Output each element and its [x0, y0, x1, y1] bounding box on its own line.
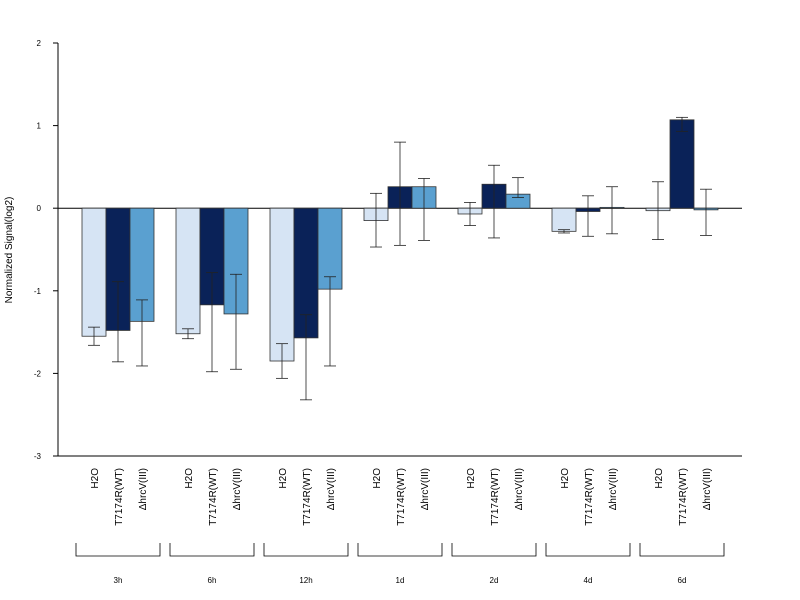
group-bracket	[75, 543, 161, 557]
group-brackets: 3h 6h 12h 1d 2d 4d 6d	[75, 543, 725, 585]
category-label: H2O	[184, 468, 195, 489]
group-bracket	[451, 543, 537, 557]
y-tick-label: 1	[37, 122, 42, 131]
category-labels: H2O T7174R(WT) ΔhrcV(III) H2O T7174R(WT) Δhrc…	[90, 468, 713, 526]
category-label: H2O	[90, 468, 101, 489]
group-label: 6d	[678, 576, 687, 585]
y-tick-label: 2	[37, 39, 42, 48]
bar	[669, 119, 695, 209]
category-label: T7174R(WT)	[396, 468, 407, 526]
category-label: H2O	[654, 468, 665, 489]
y-tick-label: -3	[34, 452, 42, 461]
category-label: H2O	[560, 468, 571, 489]
group-bracket	[169, 543, 255, 557]
group-bracket	[357, 543, 443, 557]
bars	[81, 119, 719, 362]
group-bracket	[639, 543, 725, 557]
category-label: H2O	[372, 468, 383, 489]
bar	[269, 207, 295, 362]
category-label: T7174R(WT)	[302, 468, 313, 526]
y-tick-label: -2	[34, 369, 42, 378]
category-label: T7174R(WT)	[114, 468, 125, 526]
group-label: 3h	[114, 576, 123, 585]
category-label: ΔhrcV(III)	[420, 468, 431, 510]
y-tick-label: 0	[37, 204, 42, 213]
group-bracket	[263, 543, 349, 557]
category-label: T7174R(WT)	[490, 468, 501, 526]
error-bars	[88, 116, 712, 401]
group-label: 1d	[396, 576, 405, 585]
category-label: T7174R(WT)	[208, 468, 219, 526]
group-bracket	[545, 543, 631, 557]
bar	[175, 207, 201, 335]
category-label: ΔhrcV(III)	[702, 468, 713, 510]
category-label: ΔhrcV(III)	[514, 468, 525, 510]
bar	[81, 207, 107, 337]
category-label: ΔhrcV(III)	[232, 468, 243, 510]
y-axis: 2 1 0 -1 -2 -3	[34, 39, 59, 461]
category-label: ΔhrcV(III)	[138, 468, 149, 510]
group-label: 2d	[490, 576, 499, 585]
category-label: H2O	[466, 468, 477, 489]
category-label: ΔhrcV(III)	[326, 468, 337, 510]
group-label: 4d	[584, 576, 593, 585]
group-label: 12h	[299, 576, 312, 585]
category-label: T7174R(WT)	[678, 468, 689, 526]
group-label: 6h	[208, 576, 217, 585]
bar	[551, 207, 577, 232]
category-label: H2O	[278, 468, 289, 489]
category-label: ΔhrcV(III)	[608, 468, 619, 510]
category-label: T7174R(WT)	[584, 468, 595, 526]
y-axis-label: Normalized Signal(log2)	[4, 197, 15, 304]
bar	[317, 207, 343, 290]
y-tick-label: -1	[34, 287, 42, 296]
